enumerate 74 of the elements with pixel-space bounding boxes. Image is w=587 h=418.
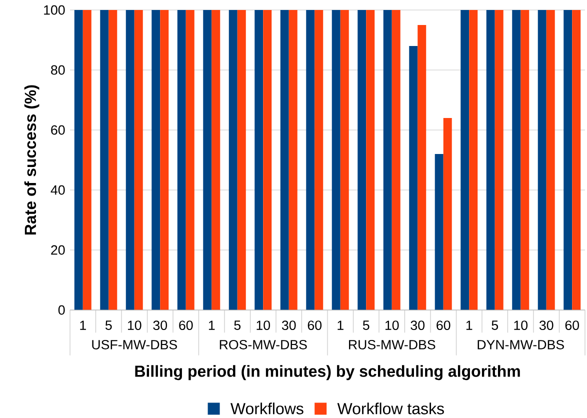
x-tick-label: 30 <box>282 320 296 330</box>
bar <box>212 10 220 310</box>
bar <box>186 10 194 310</box>
text: DYN-MW-DBS <box>478 340 564 350</box>
bar <box>203 10 212 310</box>
bar <box>237 10 246 310</box>
bar <box>228 10 238 310</box>
bar <box>460 10 470 310</box>
bar <box>263 10 272 310</box>
bar <box>434 154 444 310</box>
x-tick-label: 30 <box>153 320 168 330</box>
bar <box>74 10 83 310</box>
y-tick-label: 100 <box>44 5 65 15</box>
bar <box>512 10 521 310</box>
bar <box>546 10 555 310</box>
text: RUS-MW-DBS <box>349 340 436 350</box>
x-tick-label: 5 <box>234 320 241 330</box>
bar <box>443 118 452 310</box>
bar <box>152 10 160 310</box>
x-tick-label: 1 <box>338 320 344 330</box>
bar <box>332 10 340 310</box>
y-tick-label: 20 <box>51 245 65 255</box>
bar <box>306 10 315 310</box>
bar <box>366 10 375 310</box>
legend-label: Workflow tasks <box>337 402 444 414</box>
bar <box>160 10 169 310</box>
x-tick-label: 60 <box>436 320 450 330</box>
bar <box>314 10 324 310</box>
x-tick-label: 1 <box>80 320 86 330</box>
bar <box>134 10 143 310</box>
y-axis-title: Rate of success (%) <box>24 85 40 235</box>
bar <box>383 10 392 310</box>
bar <box>409 46 418 310</box>
bar <box>280 10 289 310</box>
bar <box>418 25 426 310</box>
bar <box>469 10 478 310</box>
bar <box>288 10 298 310</box>
y-tick-label: 80 <box>51 65 65 75</box>
text: ROS-MW-DBS <box>220 340 307 350</box>
bar <box>254 10 264 310</box>
x-tick-label: 10 <box>514 320 528 330</box>
bar <box>100 10 109 310</box>
bar <box>538 10 546 310</box>
bar <box>340 10 349 310</box>
x-tick-label: 60 <box>179 320 193 330</box>
x-tick-label: 5 <box>492 320 498 330</box>
x-tick-label: 30 <box>539 320 554 330</box>
y-tick-label: 60 <box>51 125 65 135</box>
x-tick-label: 5 <box>362 320 370 330</box>
x-tick-label: 60 <box>565 320 580 330</box>
bar <box>108 10 118 310</box>
bar <box>126 10 134 310</box>
bar <box>177 10 186 310</box>
bar <box>572 10 581 310</box>
x-tick-label: 1 <box>466 320 472 330</box>
text: USF-MW-DBS <box>92 340 177 350</box>
legend-label: Workflows <box>230 402 304 414</box>
x-tick-label: 10 <box>128 320 142 330</box>
bar <box>494 10 504 310</box>
x-tick-label: 10 <box>256 320 270 330</box>
y-tick-label: 0 <box>58 305 65 315</box>
bar <box>520 10 530 310</box>
y-tick-label: 40 <box>50 185 65 195</box>
x-tick-label: 10 <box>385 320 399 330</box>
bar <box>392 10 400 310</box>
bar <box>82 10 92 310</box>
x-tick-label: 30 <box>410 320 425 330</box>
bar <box>486 10 495 310</box>
x-tick-label: 5 <box>105 320 112 330</box>
x-tick-label: 60 <box>308 320 322 330</box>
x-tick-label: 1 <box>208 320 215 330</box>
bar <box>564 10 572 310</box>
x-axis-title: Billing period (in minutes) by scheduling algorithm <box>135 365 520 380</box>
bar <box>358 10 366 310</box>
